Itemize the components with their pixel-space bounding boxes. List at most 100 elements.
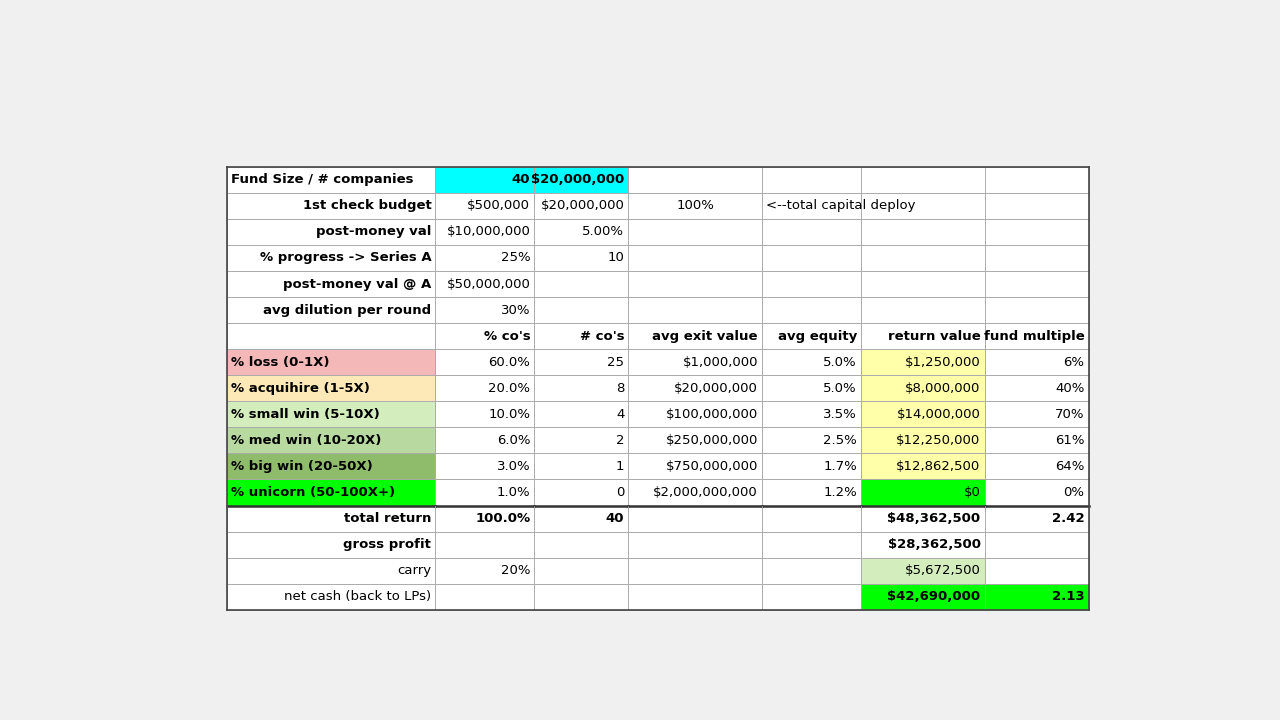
Bar [628,558,762,584]
Bar [435,193,534,219]
Text: $20,000,000: $20,000,000 [531,174,625,186]
Text: $750,000,000: $750,000,000 [666,460,758,473]
Text: $48,362,500: $48,362,500 [887,512,980,525]
Bar [762,297,861,323]
Bar [861,428,984,454]
Text: % big win (20-50X): % big win (20-50X) [232,460,374,473]
Bar [628,167,762,193]
Text: 40%: 40% [1055,382,1084,395]
Bar [861,505,984,531]
Bar [762,271,861,297]
Bar [762,428,861,454]
Bar [228,219,435,245]
Bar [628,454,762,480]
Bar [435,428,534,454]
Text: % co's: % co's [484,330,530,343]
Bar [984,454,1088,480]
Bar [228,349,435,375]
Text: 1: 1 [616,460,625,473]
Bar [435,323,534,349]
Text: 5.0%: 5.0% [823,356,856,369]
Text: gross profit: gross profit [343,538,431,551]
Text: 100.0%: 100.0% [475,512,530,525]
Bar [534,505,628,531]
Bar [861,401,984,428]
Bar [861,297,984,323]
Text: $28,362,500: $28,362,500 [887,538,980,551]
Text: $0: $0 [964,486,980,499]
Text: % progress -> Series A: % progress -> Series A [260,251,431,264]
Bar [984,297,1088,323]
Text: 0: 0 [616,486,625,499]
Bar [534,245,628,271]
Text: $12,862,500: $12,862,500 [896,460,980,473]
Text: 10.0%: 10.0% [488,408,530,420]
Bar [984,271,1088,297]
Bar [435,245,534,271]
Text: 5.0%: 5.0% [823,382,856,395]
Bar [762,505,861,531]
Bar [984,323,1088,349]
Text: $2,000,000,000: $2,000,000,000 [653,486,758,499]
Bar [534,297,628,323]
Bar [861,349,984,375]
Bar [984,167,1088,193]
Bar [628,193,762,219]
Bar [534,558,628,584]
Text: 100%: 100% [676,199,714,212]
Bar [861,531,984,558]
Text: 30%: 30% [500,304,530,317]
Bar [435,480,534,505]
Text: $12,250,000: $12,250,000 [896,434,980,447]
Text: 60.0%: 60.0% [489,356,530,369]
Text: $20,000,000: $20,000,000 [540,199,625,212]
Bar [628,349,762,375]
Bar [435,375,534,401]
Bar [435,454,534,480]
Bar [861,480,984,505]
Text: return value: return value [888,330,980,343]
Bar [861,558,984,584]
Bar [984,558,1088,584]
Text: 2.42: 2.42 [1052,512,1084,525]
Bar [534,271,628,297]
Text: 64%: 64% [1055,460,1084,473]
Text: total return: total return [344,512,431,525]
Bar [534,323,628,349]
Text: 0%: 0% [1064,486,1084,499]
Bar [228,193,435,219]
Bar [762,219,861,245]
Text: post-money val: post-money val [316,225,431,238]
Text: 1.0%: 1.0% [497,486,530,499]
Bar [762,584,861,610]
Bar [861,193,984,219]
Bar [762,454,861,480]
Bar [628,297,762,323]
Text: 40: 40 [512,174,530,186]
Bar [762,193,861,219]
Text: $1,250,000: $1,250,000 [905,356,980,369]
Text: % unicorn (50-100X+): % unicorn (50-100X+) [232,486,396,499]
Bar [228,271,435,297]
Text: 40: 40 [605,512,625,525]
Text: 20.0%: 20.0% [488,382,530,395]
Bar [628,375,762,401]
Text: 1st check budget: 1st check budget [302,199,431,212]
Text: $250,000,000: $250,000,000 [666,434,758,447]
Text: avg dilution per round: avg dilution per round [264,304,431,317]
Bar [534,193,628,219]
Bar [984,193,1088,219]
Bar [534,480,628,505]
Text: <--total capital deploy: <--total capital deploy [765,199,915,212]
Bar [984,584,1088,610]
Text: $500,000: $500,000 [467,199,530,212]
Bar [435,558,534,584]
Bar [762,480,861,505]
Text: fund multiple: fund multiple [984,330,1084,343]
Bar [228,428,435,454]
Bar [984,531,1088,558]
Text: 3.5%: 3.5% [823,408,856,420]
Text: 1.7%: 1.7% [823,460,856,473]
Text: $14,000,000: $14,000,000 [897,408,980,420]
Bar [228,558,435,584]
